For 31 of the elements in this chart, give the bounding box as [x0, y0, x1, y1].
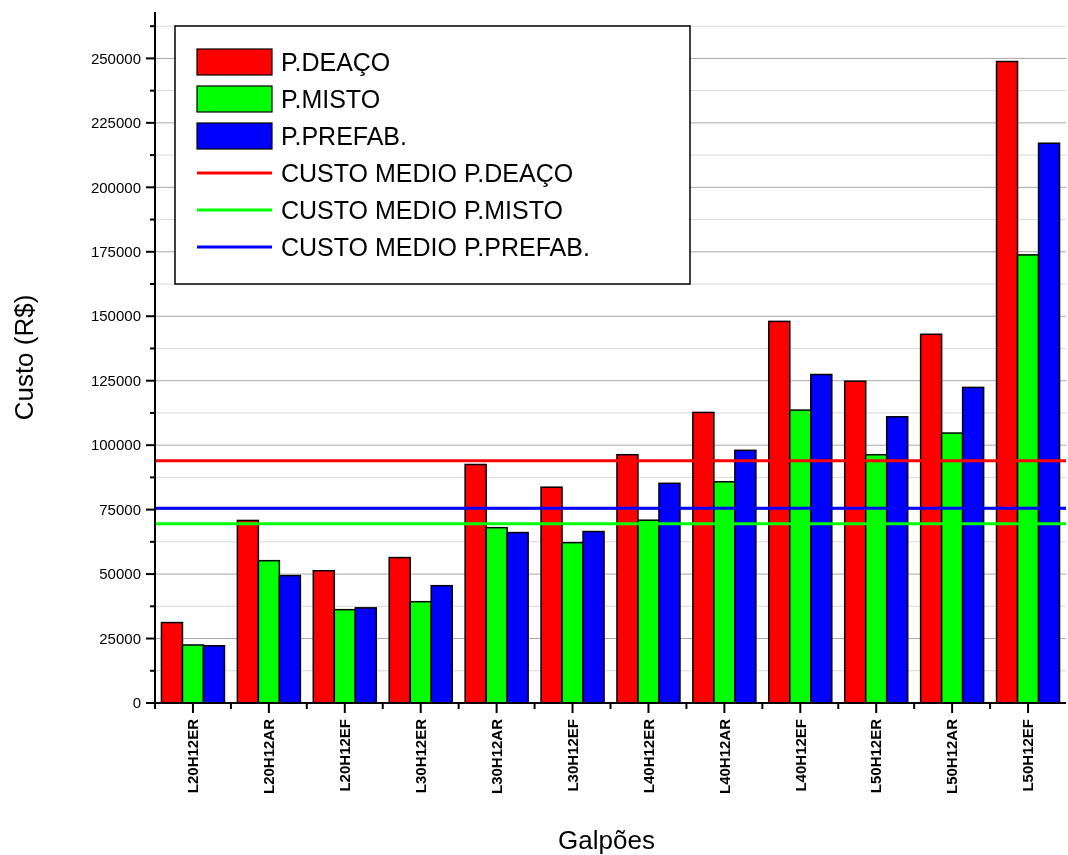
legend-label: CUSTO MEDIO P.MISTO: [281, 195, 563, 224]
x-tick-label: L20H12EF: [336, 719, 354, 792]
x-tick-label: L50H12AR: [943, 718, 961, 795]
x-tick-label: L30H12AR: [487, 718, 505, 795]
y-tick-label: 0: [132, 694, 141, 712]
x-tick-label: L50H12ER: [867, 718, 885, 794]
y-tick-label: 175000: [90, 243, 141, 261]
y-tick-label: 250000: [90, 49, 141, 67]
y-tick-label: 100000: [90, 436, 141, 454]
x-tick-label: L50H12EF: [1019, 719, 1037, 792]
legend-label: CUSTO MEDIO P.DEAÇO: [281, 158, 574, 187]
x-tick-label: L30H12EF: [563, 719, 581, 792]
y-axis-title: Custo (R$): [9, 294, 39, 421]
y-tick-label: 75000: [99, 500, 141, 518]
y-tick-label: 25000: [99, 629, 141, 647]
x-tick-label: L20H12AR: [260, 718, 278, 795]
legend-label: P.PREFAB.: [281, 121, 407, 150]
x-tick-label: L40H12AR: [715, 718, 733, 795]
y-tick-label: 225000: [90, 114, 141, 132]
y-tick-label: 125000: [90, 371, 141, 389]
legend-label: P.DEAÇO: [281, 47, 391, 76]
x-tick-label: L40H12EF: [791, 719, 809, 792]
x-axis-title: Galpões: [558, 825, 655, 855]
x-tick-label: L20H12ER: [184, 718, 202, 794]
legend-label: CUSTO MEDIO P.PREFAB.: [281, 232, 590, 261]
y-tick-label: 50000: [99, 565, 141, 583]
y-tick-label: 150000: [90, 307, 141, 325]
y-tick-label: 200000: [90, 178, 141, 196]
x-tick-label: L40H12ER: [639, 718, 657, 794]
x-tick-label: L30H12ER: [411, 718, 429, 794]
legend-label: P.MISTO: [281, 84, 381, 113]
